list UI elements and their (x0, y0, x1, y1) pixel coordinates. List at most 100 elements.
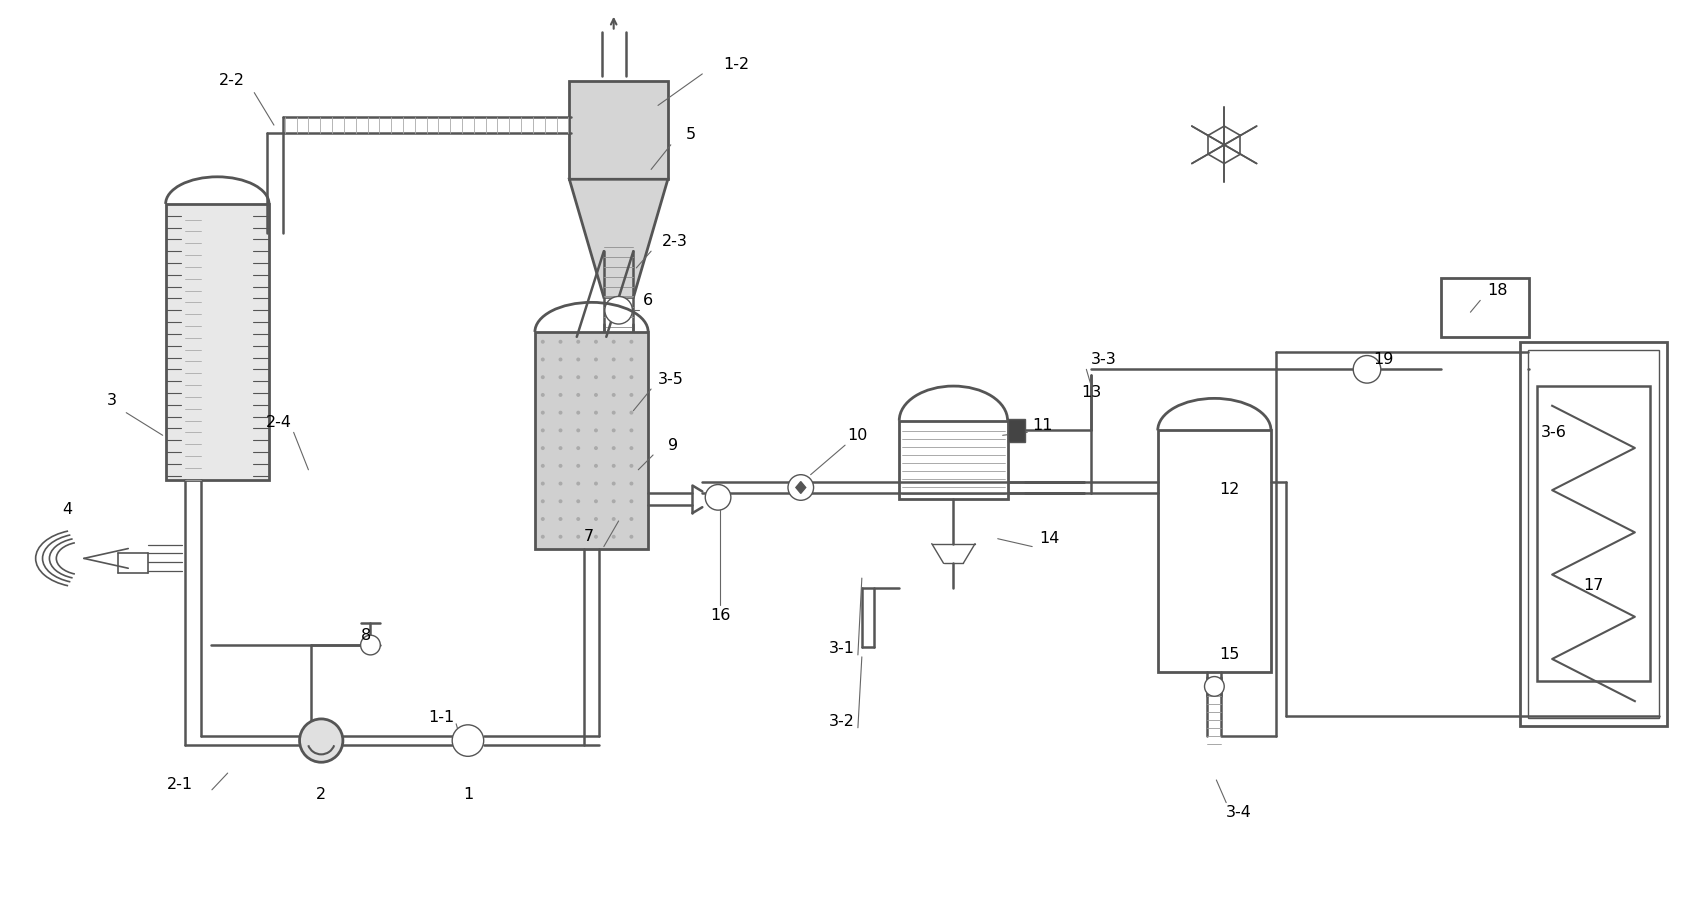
Bar (1538, 386, 1650, 682)
Circle shape (542, 500, 545, 503)
Polygon shape (795, 481, 806, 493)
Text: 16: 16 (710, 608, 731, 623)
Circle shape (611, 500, 616, 503)
Text: 8: 8 (361, 628, 371, 642)
Circle shape (576, 339, 581, 344)
Circle shape (630, 481, 634, 486)
Circle shape (542, 481, 545, 486)
Circle shape (594, 464, 598, 468)
Circle shape (559, 464, 562, 468)
Circle shape (594, 481, 598, 486)
Text: 17: 17 (1584, 579, 1604, 593)
Circle shape (542, 535, 545, 539)
Text: 2-2: 2-2 (218, 74, 245, 88)
Circle shape (576, 500, 581, 503)
Circle shape (611, 410, 616, 415)
Circle shape (559, 429, 562, 432)
Text: 18: 18 (1488, 283, 1509, 298)
Circle shape (594, 429, 598, 432)
Circle shape (559, 393, 562, 397)
Text: 19: 19 (1374, 352, 1395, 367)
Circle shape (542, 410, 545, 415)
Text: 9: 9 (668, 438, 678, 452)
Circle shape (611, 446, 616, 450)
Circle shape (611, 358, 616, 361)
Bar (899, 420, 1008, 500)
Circle shape (576, 535, 581, 539)
Circle shape (630, 339, 634, 344)
Bar (1519, 342, 1667, 726)
Circle shape (576, 446, 581, 450)
Text: 3-2: 3-2 (829, 714, 855, 729)
Circle shape (594, 500, 598, 503)
Circle shape (594, 535, 598, 539)
Bar (535, 332, 649, 549)
Circle shape (630, 375, 634, 379)
Circle shape (611, 375, 616, 379)
Circle shape (630, 429, 634, 432)
Circle shape (611, 481, 616, 486)
Bar (165, 204, 269, 480)
Circle shape (594, 358, 598, 361)
Circle shape (594, 339, 598, 344)
Bar (1441, 278, 1529, 337)
Circle shape (611, 517, 616, 521)
Circle shape (611, 464, 616, 468)
Bar (1161, 526, 1269, 663)
Text: 14: 14 (1039, 531, 1059, 546)
Circle shape (559, 481, 562, 486)
Text: 1-2: 1-2 (724, 56, 749, 72)
Circle shape (559, 446, 562, 450)
Bar (1158, 430, 1270, 672)
Circle shape (594, 393, 598, 397)
Text: 13: 13 (1081, 386, 1102, 400)
Text: 11: 11 (1032, 418, 1052, 433)
Circle shape (788, 475, 814, 501)
Circle shape (605, 297, 632, 324)
Bar (569, 81, 668, 179)
Circle shape (542, 429, 545, 432)
Text: 2-3: 2-3 (662, 234, 688, 248)
Text: 3-3: 3-3 (1092, 352, 1117, 367)
Circle shape (594, 375, 598, 379)
Circle shape (576, 464, 581, 468)
Circle shape (300, 719, 342, 763)
Circle shape (542, 446, 545, 450)
Text: 15: 15 (1219, 647, 1240, 662)
Circle shape (611, 429, 616, 432)
Circle shape (559, 500, 562, 503)
Circle shape (361, 635, 380, 655)
Circle shape (705, 484, 731, 511)
Text: 2-1: 2-1 (167, 777, 194, 793)
Circle shape (611, 393, 616, 397)
Text: 3: 3 (107, 393, 116, 409)
Text: 12: 12 (1219, 482, 1240, 497)
Circle shape (559, 339, 562, 344)
Text: 3-4: 3-4 (1226, 805, 1252, 820)
Circle shape (576, 375, 581, 379)
Circle shape (630, 358, 634, 361)
Circle shape (559, 535, 562, 539)
Circle shape (611, 535, 616, 539)
Polygon shape (569, 179, 668, 298)
Text: 6: 6 (644, 293, 654, 308)
Text: 1: 1 (463, 787, 473, 803)
Circle shape (576, 517, 581, 521)
Circle shape (630, 464, 634, 468)
Circle shape (594, 446, 598, 450)
Text: 7: 7 (584, 530, 594, 544)
Text: 3-5: 3-5 (657, 371, 683, 387)
Circle shape (594, 517, 598, 521)
Circle shape (1204, 676, 1224, 696)
Circle shape (630, 500, 634, 503)
Text: 4: 4 (61, 501, 72, 517)
Circle shape (559, 375, 562, 379)
Circle shape (542, 517, 545, 521)
Circle shape (630, 535, 634, 539)
Bar (1008, 419, 1025, 442)
Circle shape (542, 339, 545, 344)
Circle shape (576, 429, 581, 432)
Circle shape (576, 410, 581, 415)
Bar (1528, 349, 1659, 718)
Circle shape (630, 446, 634, 450)
